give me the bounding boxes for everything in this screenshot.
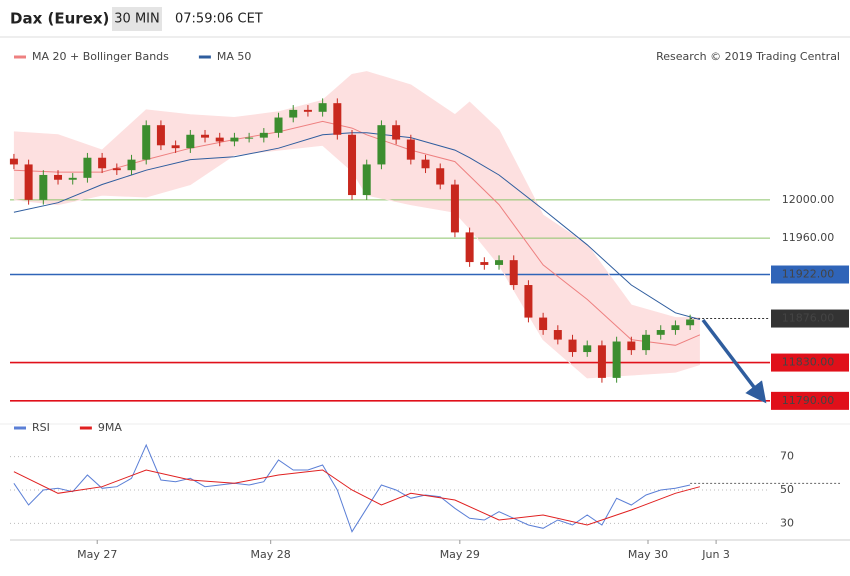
candle-body bbox=[98, 157, 107, 169]
candle-body bbox=[112, 168, 121, 171]
candle-body bbox=[686, 319, 695, 326]
legend-label: MA 50 bbox=[217, 50, 252, 63]
plot-layer: Research © 2019 Trading Central 12000.00 1… bbox=[9, 50, 849, 561]
candle-body bbox=[421, 159, 430, 169]
candle-body bbox=[568, 339, 577, 353]
instrument-title: Dax (Eurex) bbox=[10, 10, 109, 28]
candle-body bbox=[377, 125, 386, 165]
candle-body bbox=[230, 137, 239, 142]
bollinger-band bbox=[13, 71, 700, 378]
candle-body bbox=[524, 285, 533, 318]
indicator-line bbox=[13, 443, 691, 533]
candle-body bbox=[392, 125, 401, 140]
candle-body bbox=[215, 137, 224, 142]
candle-body bbox=[171, 145, 180, 149]
candle-body bbox=[24, 164, 33, 200]
interval[interactable]: 30 MIN bbox=[114, 12, 159, 27]
level-label: 11830.00 bbox=[782, 356, 835, 369]
candle-body bbox=[318, 103, 327, 112]
candle-body bbox=[201, 134, 210, 138]
candle-body bbox=[642, 334, 651, 351]
candle-body bbox=[156, 125, 165, 146]
level-label: 11876.00 bbox=[782, 312, 835, 325]
x-tick-label: May 30 bbox=[628, 548, 668, 561]
candle-body bbox=[333, 103, 342, 135]
legend-label: 9MA bbox=[98, 421, 122, 434]
candle-body bbox=[83, 157, 92, 178]
level-label: 11790.00 bbox=[782, 394, 835, 407]
x-tick-label: May 29 bbox=[440, 548, 480, 561]
candle-body bbox=[583, 345, 592, 353]
candle-body bbox=[142, 125, 151, 160]
level-label: 11960.00 bbox=[782, 231, 835, 244]
candle-body bbox=[539, 317, 548, 331]
candle-body bbox=[186, 134, 195, 149]
x-tick-label: Jun 3 bbox=[701, 548, 730, 561]
candle-body bbox=[656, 330, 665, 335]
candle-body bbox=[465, 232, 474, 263]
candle-body bbox=[68, 177, 77, 180]
moving-average bbox=[13, 132, 701, 320]
level-label: 12000.00 bbox=[782, 193, 835, 206]
candle-body bbox=[671, 325, 680, 331]
candle-body bbox=[495, 260, 504, 265]
level-label-box bbox=[771, 309, 849, 328]
candle-body bbox=[362, 164, 371, 196]
x-tick-label: May 27 bbox=[77, 548, 117, 561]
candle-body bbox=[54, 174, 63, 180]
candle-body bbox=[509, 260, 518, 286]
indicator-line bbox=[13, 469, 701, 526]
forecast-arrow bbox=[701, 318, 767, 404]
candle-body bbox=[274, 117, 283, 133]
candle-body bbox=[39, 174, 48, 200]
candle-body bbox=[259, 132, 268, 138]
level-label-box bbox=[771, 353, 849, 372]
interval-box[interactable] bbox=[112, 7, 162, 31]
legend-label: MA 20 + Bollinger Bands bbox=[32, 50, 169, 63]
candle-body bbox=[480, 262, 489, 265]
candle-body bbox=[450, 184, 459, 233]
candle-body bbox=[348, 134, 357, 196]
y-tick-label: 30 bbox=[780, 516, 794, 529]
legend-label: RSI bbox=[32, 421, 50, 434]
candle-body bbox=[436, 168, 445, 185]
candle-body bbox=[303, 109, 312, 112]
candle-body bbox=[627, 341, 636, 351]
timestamp: 07:59:06 CET bbox=[175, 12, 263, 27]
y-tick-label: 50 bbox=[780, 483, 794, 496]
candle-body bbox=[406, 139, 415, 160]
x-tick-label: May 28 bbox=[251, 548, 291, 561]
candle-body bbox=[597, 345, 606, 378]
level-label-box bbox=[771, 265, 849, 284]
candle-body bbox=[289, 109, 298, 118]
candle-body bbox=[612, 341, 621, 378]
candle-body bbox=[9, 158, 18, 165]
credit: Research © 2019 Trading Central bbox=[656, 50, 840, 63]
level-label: 11922.00 bbox=[782, 268, 835, 281]
level-label-box bbox=[771, 391, 849, 410]
candle-body bbox=[245, 137, 254, 139]
candle-body bbox=[127, 159, 136, 171]
y-tick-label: 70 bbox=[780, 450, 794, 463]
candle-body bbox=[553, 330, 562, 340]
